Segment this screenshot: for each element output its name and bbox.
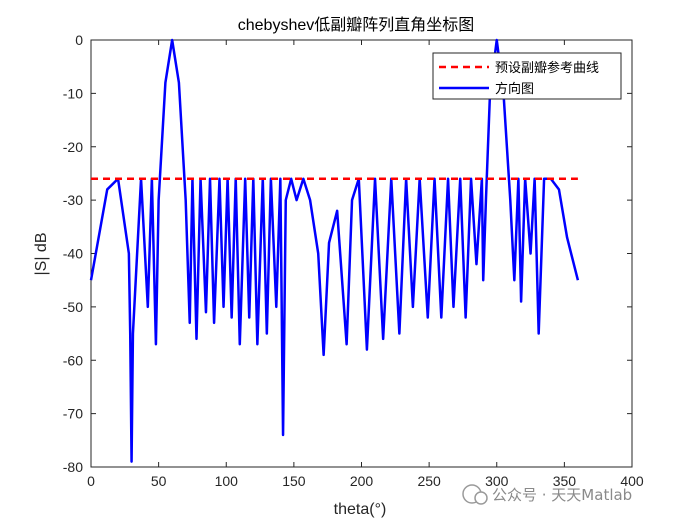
y-axis-label: |S| dB (33, 233, 50, 276)
x-tick-label: 250 (417, 473, 441, 489)
y-tick-label: -20 (63, 139, 83, 155)
y-tick-label: 0 (75, 32, 83, 48)
x-tick-label: 350 (553, 473, 577, 489)
legend-label-pattern: 方向图 (495, 81, 534, 97)
x-axis-label: theta(°) (334, 501, 387, 518)
y-tick-label: -10 (63, 85, 83, 101)
y-tick-label: -30 (63, 192, 83, 208)
x-tick-label: 150 (282, 473, 306, 489)
x-tick-label: 100 (215, 473, 239, 489)
x-tick-label: 0 (87, 473, 95, 489)
y-tick-label: -60 (63, 352, 83, 368)
axes-group (90, 39, 633, 468)
series-pattern-line (89, 38, 580, 463)
y-tick-label: -50 (63, 299, 83, 315)
watermark: 公众号 · 天天Matlab (462, 484, 632, 505)
legend-box (432, 52, 622, 100)
wechat-icon-bubble (474, 491, 488, 505)
y-tick-label: -70 (63, 406, 83, 422)
legend: 预设副瓣参考曲线 方向图 (432, 52, 622, 100)
watermark-text: 公众号 · 天天Matlab (492, 486, 632, 504)
y-tick-label: -40 (63, 246, 83, 262)
x-tick-label: 400 (620, 473, 644, 489)
y-tick-label: -80 (63, 459, 83, 475)
x-tick-label: 50 (151, 473, 167, 489)
x-tick-label: 300 (485, 473, 509, 489)
tick-labels: 0 50 100 150 200 250 300 350 400 0 -10 -20 -30 -40 -50… (63, 32, 644, 489)
chart-title: chebyshev低副瓣阵列直角坐标图 (238, 16, 475, 34)
x-tick-label: 200 (350, 473, 374, 489)
plot-area (89, 38, 580, 463)
legend-label-reference: 预设副瓣参考曲线 (495, 60, 599, 76)
